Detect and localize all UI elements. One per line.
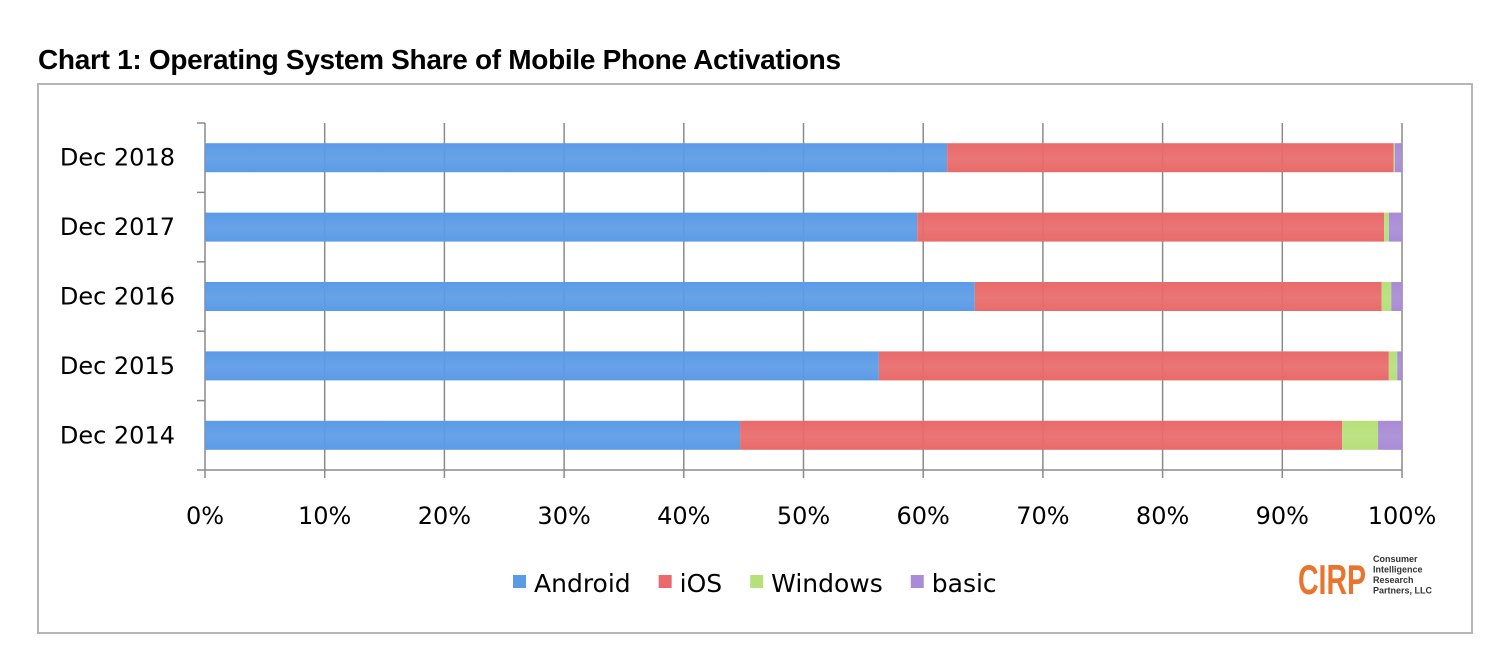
x-tick-label: 40% [657,502,710,530]
logo-tagline-line: Intelligence [1373,565,1423,575]
bar-android-dec-2014 [205,420,741,450]
bar-basic-dec-2016 [1391,282,1402,311]
y-category-label: Dec 2017 [60,213,175,241]
x-tick-label: 100% [1368,502,1437,530]
bar-windows-dec-2015 [1388,351,1398,381]
bar-android-dec-2016 [205,282,975,311]
legend: Android iOS Windows basic [513,569,997,598]
bar-basic-dec-2018 [1394,143,1402,173]
logo-tagline-line: Consumer [1373,554,1418,564]
bar-windows-dec-2017 [1384,212,1389,242]
bar-windows-dec-2014 [1342,420,1379,450]
x-tick-label: 50% [777,502,830,530]
x-tick-label: 60% [897,502,950,530]
x-tick-label: 0% [186,502,224,530]
logo-tagline-line: Partners, LLC [1373,586,1433,596]
x-tick-label: 10% [298,502,351,530]
bar-ios-dec-2014 [740,420,1343,450]
bar-basic-dec-2017 [1388,212,1402,242]
bar-basic-dec-2015 [1397,351,1402,381]
y-category-label: Dec 2016 [60,283,175,311]
bar-ios-dec-2015 [878,351,1389,381]
bar-android-dec-2015 [205,351,879,381]
x-tick-labels: 0% 10% 20% 30% 40% 50% 60% 70% 80% 90% 100% [186,502,1436,530]
x-tick-label: 90% [1256,502,1309,530]
logo-wordmark: CIRP [1298,556,1366,603]
x-tick-label: 20% [418,502,471,530]
bar-windows-dec-2018 [1393,143,1395,173]
legend-label-basic: basic [932,569,997,598]
legend-label-android: Android [534,569,631,598]
logo-tagline-line: Research [1373,575,1414,585]
x-tick-label: 30% [537,502,590,530]
chart-title: Chart 1: Operating System Share of Mobil… [38,44,841,75]
y-category-label: Dec 2018 [60,144,175,172]
bar-ios-dec-2016 [974,282,1382,311]
bar-android-dec-2017 [205,212,918,242]
y-category-label: Dec 2014 [60,421,175,449]
bar-ios-dec-2017 [917,212,1385,242]
legend-swatch-android [513,575,526,588]
x-tick-label: 80% [1136,502,1189,530]
bars [205,143,1402,450]
legend-swatch-basic [910,575,924,588]
cirp-logo: CIRP ConsumerIntelligenceResearchPartners… [1298,554,1433,603]
bar-basic-dec-2014 [1378,420,1402,450]
bar-ios-dec-2018 [947,143,1394,173]
y-category-labels: Dec 2018 Dec 2017 Dec 2016 Dec 2015 Dec 2014 [60,144,175,450]
legend-swatch-windows [750,575,764,588]
y-category-label: Dec 2015 [60,352,175,380]
x-tick-label: 70% [1016,502,1069,530]
legend-label-windows: Windows [771,569,883,598]
bar-windows-dec-2016 [1381,282,1392,311]
bar-android-dec-2018 [205,143,948,173]
legend-label-ios: iOS [680,569,723,598]
legend-swatch-ios [658,575,672,588]
